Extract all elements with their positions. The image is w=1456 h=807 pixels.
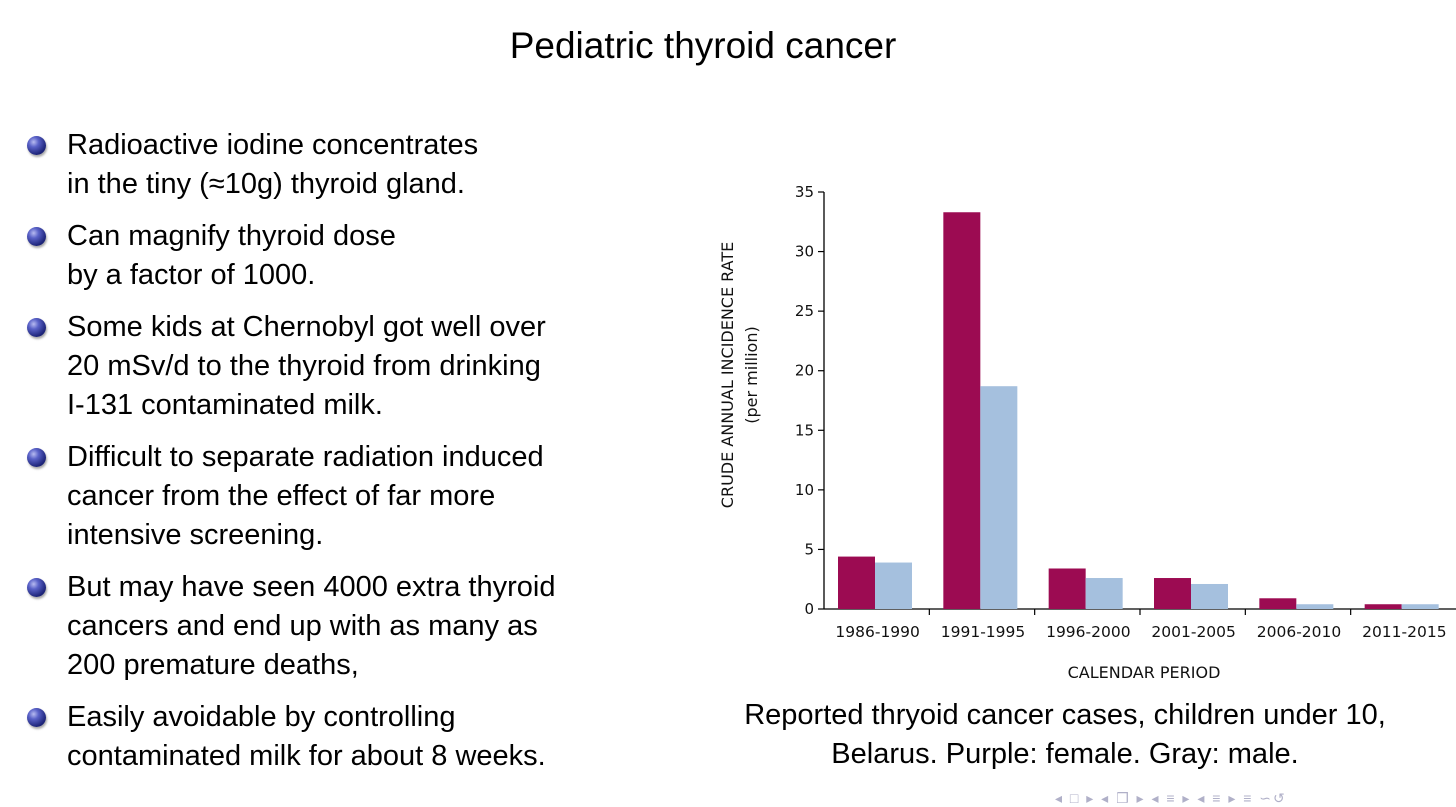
beamer-navigation-icons[interactable]: ◂ □ ▸ ◂ ❒ ▸ ◂ ≡ ▸ ◂ ≡ ▸ ≡ ∽↺	[1055, 790, 1287, 806]
bar-male	[1191, 583, 1228, 609]
y-tick-label: 5	[804, 540, 814, 558]
bullet-item: Radioactive iodine concentrates in the t…	[25, 126, 665, 204]
chart-svg: 0 5 10 15 20 25 30 35 1986-1990 1991-1995 1996-200…	[718, 183, 1456, 682]
y-tick-label: 0	[804, 600, 814, 618]
bullet-item: But may have seen 4000 extra thyroid can…	[25, 568, 665, 685]
bar-male	[1401, 604, 1439, 609]
bullet-line: Some kids at Chernobyl got well over	[67, 311, 546, 343]
x-tick-label: 1996-2000	[1046, 623, 1131, 641]
bullet-line: cancers and end up with as many as	[67, 610, 538, 642]
bullet-line: contaminated milk for about 8 weeks.	[67, 740, 546, 772]
bullet-item: Can magnify thyroid dose by a factor of …	[25, 217, 665, 295]
bar-female	[838, 556, 875, 609]
bullet-line: 20 mSv/d to the thyroid from drinking	[67, 350, 541, 382]
bullet-ball-icon	[27, 318, 46, 337]
bar-female	[1364, 604, 1402, 609]
bullet-line: 200 premature deaths,	[67, 649, 359, 681]
y-tick-label: 30	[795, 243, 814, 261]
bullet-line: Difficult to separate radiation induced	[67, 441, 544, 473]
bullet-line: But may have seen 4000 extra thyroid	[67, 571, 556, 603]
bullet-line: by a factor of 1000.	[67, 259, 316, 291]
bullet-item: Difficult to separate radiation induced …	[25, 438, 665, 555]
x-tick-label: 2011-2015	[1362, 623, 1447, 641]
bullet-item: Easily avoidable by controlling contamin…	[25, 698, 665, 776]
bar-female	[1048, 568, 1086, 609]
y-axis-label: CRUDE ANNUAL INCIDENCE RATE	[718, 242, 737, 508]
bullet-ball-icon	[27, 136, 46, 155]
bullet-line: I-131 contaminated milk.	[67, 389, 383, 421]
bullet-line: intensive screening.	[67, 519, 324, 551]
y-tick-label: 35	[795, 183, 814, 201]
bar-female	[943, 212, 981, 610]
y-axis-sublabel: (per million)	[742, 326, 761, 423]
slide-title: Pediatric thyroid cancer	[509, 25, 897, 66]
bullet-line: Easily avoidable by controlling	[67, 701, 456, 733]
caption-line: Belarus. Purple: female. Gray: male.	[831, 738, 1299, 770]
bar-male	[875, 562, 912, 609]
bullet-item: Some kids at Chernobyl got well over 20 …	[25, 308, 665, 425]
x-tick-label: 2001-2005	[1151, 623, 1236, 641]
x-axis-label: CALENDAR PERIOD	[1068, 663, 1221, 682]
bullet-list: Radioactive iodine concentrates in the t…	[25, 126, 665, 789]
bullet-ball-icon	[27, 578, 46, 597]
bullet-line: Radioactive iodine concentrates	[67, 129, 479, 161]
bullet-line: cancer from the effect of far more	[67, 480, 496, 512]
y-tick-label: 15	[795, 421, 814, 439]
incidence-bar-chart: 0 5 10 15 20 25 30 35 1986-1990 1991-1995 1996-200…	[700, 170, 1456, 690]
bar-male	[1085, 578, 1123, 609]
chart-caption: Reported thryoid cancer cases, children …	[700, 696, 1430, 774]
y-tick-label: 25	[795, 302, 814, 320]
y-tick-label: 10	[795, 481, 814, 499]
x-tick-label: 2006-2010	[1257, 623, 1342, 641]
bullet-ball-icon	[27, 448, 46, 467]
bar-male	[1296, 604, 1334, 609]
caption-line: Reported thryoid cancer cases, children …	[744, 699, 1386, 731]
bullet-ball-icon	[27, 708, 46, 727]
bar-female	[1154, 578, 1191, 609]
bullet-line: in the tiny (≈10g) thyroid gland.	[67, 168, 465, 200]
y-tick-label: 20	[795, 362, 814, 380]
bar-male	[980, 386, 1018, 609]
x-tick-label: 1986-1990	[835, 623, 920, 641]
bullet-line: Can magnify thyroid dose	[67, 220, 396, 252]
x-tick-label: 1991-1995	[941, 623, 1026, 641]
bar-female	[1259, 598, 1297, 609]
bullet-ball-icon	[27, 227, 46, 246]
